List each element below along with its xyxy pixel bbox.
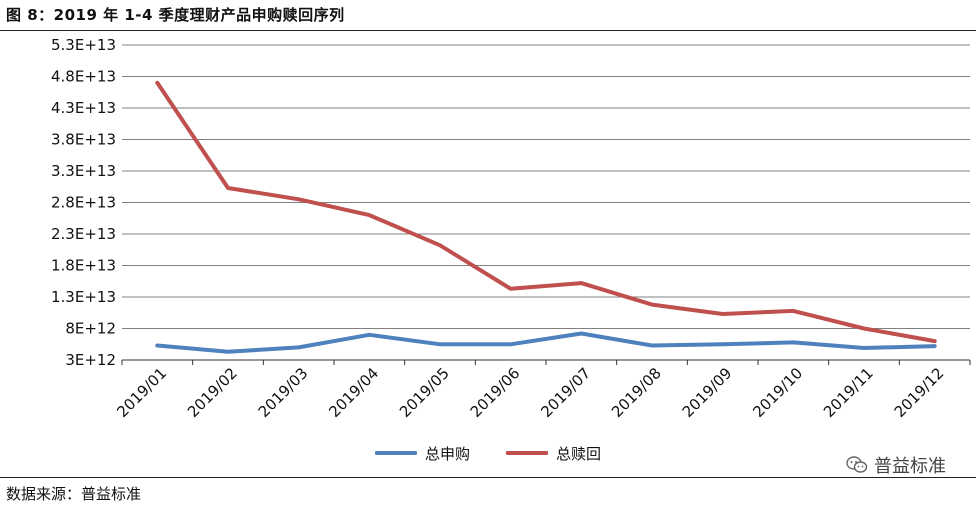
- y-tick-label: 1.3E+13: [51, 288, 116, 306]
- watermark: 普益标准: [846, 452, 946, 478]
- wechat-icon: [846, 456, 868, 473]
- legend-swatch-redemption: [506, 451, 548, 455]
- chart-legend: 总申购 总赎回: [0, 442, 976, 464]
- x-tick-label: 2019/08: [608, 364, 665, 421]
- x-tick-label: 2019/03: [255, 364, 312, 421]
- series-line-subscription: [155, 331, 937, 354]
- y-tick-label: 2.8E+13: [51, 194, 116, 212]
- series-line-redemption: [155, 80, 937, 344]
- x-tick-label: 2019/06: [467, 364, 524, 421]
- x-tick-label: 2019/10: [749, 364, 806, 421]
- y-tick-label: 3.8E+13: [51, 131, 116, 149]
- title-divider: [0, 30, 976, 31]
- y-tick-label: 5.3E+13: [51, 36, 116, 54]
- x-tick-label: 2019/05: [396, 364, 453, 421]
- y-tick-label: 1.8E+13: [51, 257, 116, 275]
- legend-swatch-subscription: [374, 451, 417, 455]
- legend-item-subscription: 总申购: [374, 443, 470, 464]
- y-tick-label: 4.8E+13: [51, 68, 116, 86]
- chart-title: 图 8：2019 年 1-4 季度理财产品申购赎回序列: [6, 6, 345, 24]
- source-note: 数据来源：普益标准: [6, 485, 142, 503]
- y-tick-label: 8E+12: [65, 320, 116, 338]
- x-tick-label: 2019/01: [113, 364, 170, 421]
- y-tick-label: 2.3E+13: [51, 225, 116, 243]
- source-divider: [0, 477, 976, 478]
- x-tick-label: 2019/12: [891, 364, 948, 421]
- legend-label-subscription: 总申购: [424, 444, 470, 463]
- line-chart: 5.3E+13 4.8E+13 4.3E+13 3.8E+13 3.3E+13 2.8E+…: [51, 36, 971, 421]
- x-tick-label: 2019/02: [184, 364, 241, 421]
- x-tick-label: 2019/04: [325, 364, 382, 421]
- x-tick-label: 2019/09: [679, 364, 736, 421]
- watermark-text: 普益标准: [874, 456, 946, 477]
- x-tick-label: 2019/11: [820, 364, 877, 421]
- y-tick-label: 4.3E+13: [51, 99, 116, 117]
- legend-label-redemption: 总赎回: [556, 444, 602, 463]
- y-tick-label: 3E+12: [65, 351, 116, 369]
- y-tick-label: 3.3E+13: [51, 162, 116, 180]
- legend-item-redemption: 总赎回: [506, 443, 601, 464]
- x-tick-label: 2019/07: [537, 364, 594, 421]
